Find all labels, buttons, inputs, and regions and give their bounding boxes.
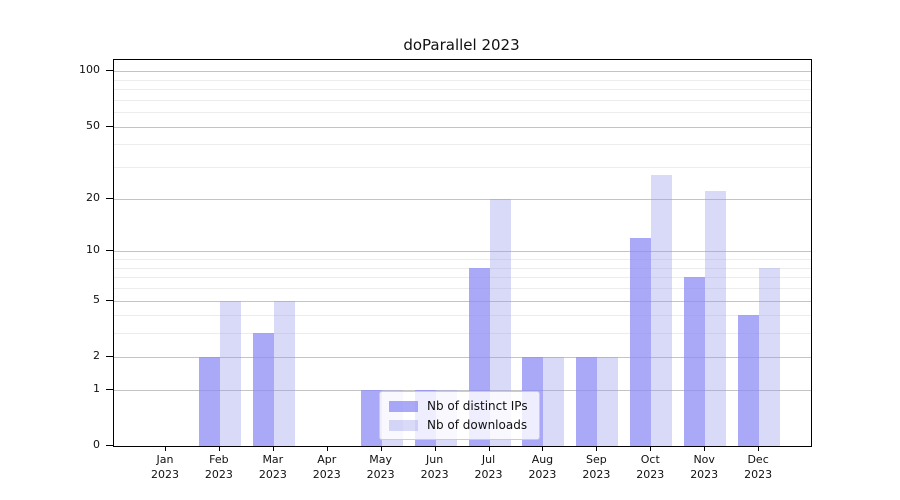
legend-item-distinct-ips: Nb of distinct IPs — [389, 399, 528, 413]
x-tick-label-feb: Feb 2023 — [204, 453, 233, 481]
y-tick-20 — [106, 197, 113, 199]
bar-downloads-sep — [597, 356, 619, 446]
minor-gridline-9 — [114, 259, 811, 261]
y-tick-10 — [106, 250, 113, 252]
x-tick-apr — [326, 446, 328, 451]
legend: Nb of distinct IPs Nb of downloads — [379, 391, 540, 440]
x-tick-feb — [218, 446, 220, 451]
y-tick-50 — [106, 125, 113, 127]
bar-ips-mar — [252, 333, 274, 446]
major-gridline-1 — [114, 389, 811, 391]
x-tick-nov — [704, 446, 706, 451]
x-tick-label-oct: Oct 2023 — [636, 453, 665, 481]
x-tick-aug — [542, 446, 544, 451]
x-tick-label-aug: Aug 2023 — [528, 453, 557, 481]
bar-ips-may — [360, 389, 382, 446]
y-tick-label-0: 0 — [93, 438, 100, 451]
bar-downloads-feb — [219, 300, 241, 446]
major-gridline-10 — [114, 251, 811, 253]
minor-gridline-60 — [114, 112, 811, 114]
minor-gridline-90 — [114, 79, 811, 81]
y-tick-label-10: 10 — [86, 243, 100, 257]
bar-downloads-oct — [651, 175, 673, 446]
y-tick-5 — [106, 299, 113, 301]
y-tick-0 — [106, 445, 113, 446]
x-tick-may — [380, 446, 382, 451]
minor-gridline-6 — [114, 287, 811, 289]
x-tick-jan — [165, 446, 166, 451]
y-tick-100 — [106, 70, 113, 72]
bar-downloads-aug — [543, 356, 565, 446]
y-tick-label-20: 20 — [86, 190, 100, 204]
x-tick-jun — [434, 446, 436, 451]
plot-area: Nb of distinct IPs Nb of downloads — [113, 59, 812, 447]
legend-label-downloads: Nb of downloads — [427, 418, 528, 432]
x-tick-label-mar: Mar 2023 — [258, 453, 287, 481]
x-tick-label-nov: Nov 2023 — [690, 453, 719, 481]
bar-downloads-nov — [705, 191, 727, 446]
y-tick-1 — [106, 388, 113, 390]
minor-gridline-8 — [114, 267, 811, 269]
minor-gridline-7 — [114, 277, 811, 279]
y-tick-label-2: 2 — [93, 348, 100, 362]
legend-item-downloads: Nb of downloads — [389, 418, 528, 432]
x-tick-sep — [596, 446, 598, 451]
legend-label-distinct-ips: Nb of distinct IPs — [427, 399, 528, 413]
x-tick-mar — [272, 446, 274, 451]
x-tick-label-may: May 2023 — [366, 453, 395, 481]
bar-ips-sep — [576, 356, 598, 446]
y-tick-label-50: 50 — [86, 118, 100, 132]
y-tick-label-1: 1 — [93, 381, 100, 395]
major-gridline-5 — [114, 300, 811, 302]
x-tick-label-sep: Sep 2023 — [582, 453, 611, 481]
y-tick-label-100: 100 — [79, 63, 100, 77]
major-gridline-50 — [114, 126, 811, 128]
minor-gridline-4 — [114, 315, 811, 317]
minor-gridline-40 — [114, 144, 811, 146]
major-gridline-100 — [114, 71, 811, 73]
y-tick-2 — [106, 355, 113, 357]
bar-downloads-dec — [759, 267, 781, 446]
x-tick-label-jan: Jan 2023 — [151, 453, 179, 481]
x-tick-dec — [758, 446, 760, 451]
x-tick-label-jun: Jun 2023 — [420, 453, 449, 481]
x-tick-label-apr: Apr 2023 — [312, 453, 341, 481]
minor-gridline-30 — [114, 167, 811, 169]
chart-title: doParallel 2023 — [403, 36, 520, 54]
legend-swatch-downloads — [389, 419, 418, 431]
bar-ips-feb — [198, 356, 220, 446]
bar-ips-nov — [684, 277, 706, 446]
y-tick-label-5: 5 — [93, 292, 100, 306]
minor-gridline-3 — [114, 333, 811, 335]
major-gridline-20 — [114, 198, 811, 200]
x-tick-label-dec: Dec 2023 — [744, 453, 773, 481]
bar-downloads-mar — [273, 300, 295, 446]
x-tick-jul — [488, 446, 490, 451]
legend-swatch-distinct-ips — [389, 400, 418, 412]
bar-ips-dec — [738, 315, 760, 446]
minor-gridline-80 — [114, 89, 811, 91]
x-tick-label-jul: Jul 2023 — [474, 453, 503, 481]
major-gridline-2 — [114, 356, 811, 358]
x-tick-oct — [650, 446, 652, 451]
bar-downloads-jul — [489, 198, 511, 446]
minor-gridline-70 — [114, 99, 811, 101]
bar-ips-oct — [630, 237, 652, 446]
